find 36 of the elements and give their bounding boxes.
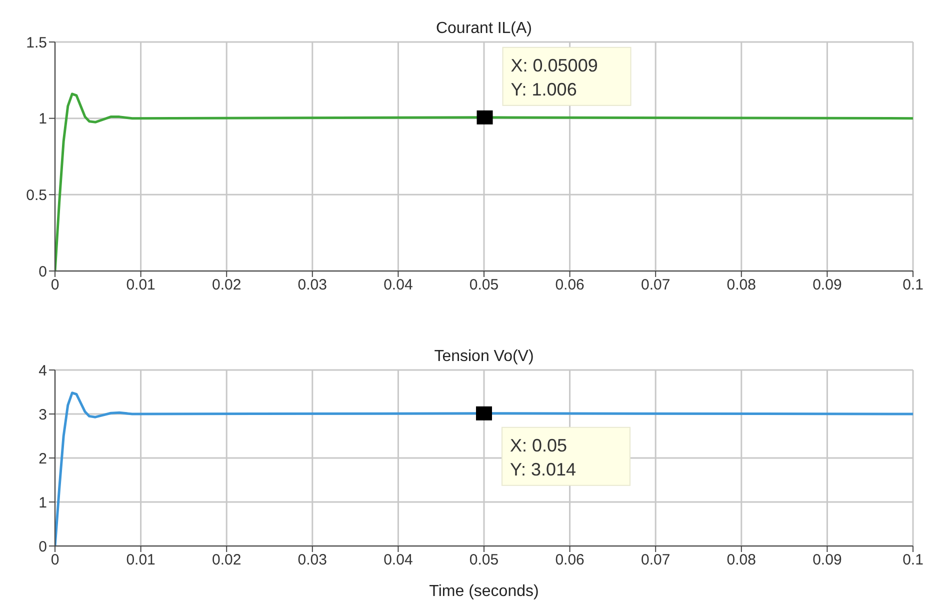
x-tick-label: 0.05	[469, 552, 499, 569]
x-tick-label: 0.04	[384, 276, 413, 294]
y-tick-label: 4	[38, 362, 47, 380]
x-tick-label: 0.09	[812, 276, 842, 294]
y-tick-label: 0	[38, 263, 47, 280]
x-tick-label: 0.07	[641, 552, 670, 569]
annotation: X: 0.05 Y: 3.014	[510, 435, 576, 480]
y-tick-label: 0.5	[26, 186, 47, 204]
y-tick-label: 1	[38, 494, 47, 512]
x-tick-label: 0.1	[902, 552, 924, 569]
annotation: X: 0.05009 Y: 1.006	[510, 55, 598, 100]
y-tick-label: 1	[38, 110, 47, 128]
x-tick-label: 0.08	[726, 276, 756, 294]
x-tick-label: 0	[50, 276, 60, 294]
x-tick-label: 0.03	[298, 552, 327, 569]
y-tick-label: 0	[38, 538, 47, 556]
x-tick-label: 0.07	[641, 276, 670, 294]
chart-title: Tension Vo(V)	[433, 348, 535, 366]
x-tick-label: 0.02	[212, 276, 242, 294]
y-tick-label: 2	[38, 450, 47, 468]
x-tick-label: 0.05	[469, 276, 499, 294]
x-tick-label: 0.02	[212, 552, 242, 569]
x-tick-label: 0.06	[555, 552, 584, 569]
x-tick-label: 0.1	[902, 276, 924, 294]
y-tick-label: 1.5	[26, 34, 47, 52]
x-tick-label: 0.06	[555, 276, 584, 294]
x-tick-label: 0.01	[126, 552, 156, 569]
y-tick-label: 3	[38, 406, 47, 424]
x-tick-label: 0	[50, 552, 60, 569]
x-tick-label: 0.08	[726, 552, 756, 569]
x-tick-label: 0.01	[126, 276, 156, 294]
x-tick-label: 0.03	[298, 276, 327, 294]
x-axis-title: Time (seconds)	[429, 583, 539, 600]
x-tick-label: 0.09	[812, 552, 842, 569]
x-tick-label: 0.04	[384, 552, 413, 569]
chart-title: Courant IL(A)	[434, 20, 534, 38]
